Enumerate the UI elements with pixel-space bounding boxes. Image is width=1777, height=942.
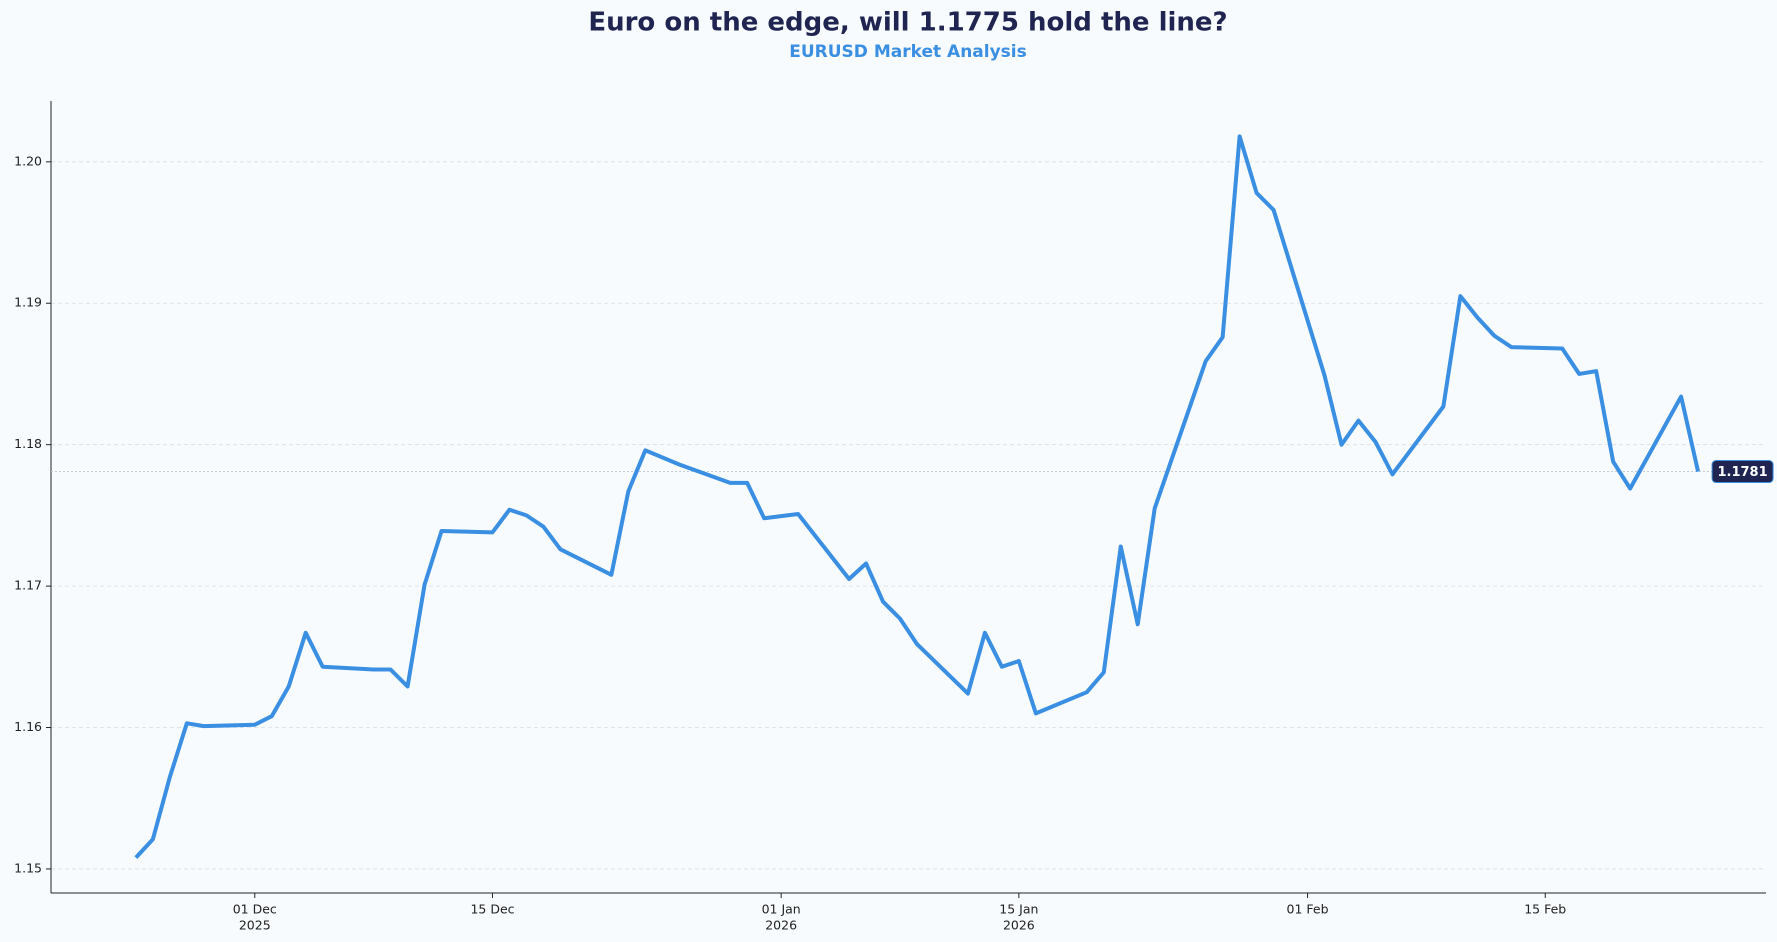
x-tick-label: 2026 (1003, 918, 1035, 933)
x-tick-label: 01 Feb (1287, 902, 1329, 917)
badge-label: 1.1781 (1717, 465, 1767, 480)
chart-subtitle: EURUSD Market Analysis (789, 42, 1027, 62)
x-tick-label: 2026 (765, 918, 797, 933)
value-badge: 1.1781 (1711, 460, 1774, 484)
y-tick-label: 1.15 (14, 860, 42, 875)
chart-title: Euro on the edge, will 1.1775 hold the l… (588, 8, 1227, 38)
x-tick-label: 2025 (239, 918, 271, 933)
series-line (134, 134, 1701, 859)
x-tick-label: 15 Dec (470, 902, 514, 917)
y-tick-label: 1.20 (14, 153, 42, 168)
badge-box (1711, 460, 1774, 484)
y-tick-label: 1.18 (14, 436, 42, 451)
y-tick-label: 1.17 (14, 578, 42, 593)
y-tick-label: 1.16 (14, 719, 42, 734)
x-tick-label: 15 Jan (999, 902, 1038, 917)
x-tick-label: 15 Feb (1524, 902, 1566, 917)
y-tick-label: 1.19 (14, 295, 42, 310)
x-tick-label: 01 Dec (233, 902, 277, 917)
x-tick-label: 01 Jan (762, 902, 801, 917)
